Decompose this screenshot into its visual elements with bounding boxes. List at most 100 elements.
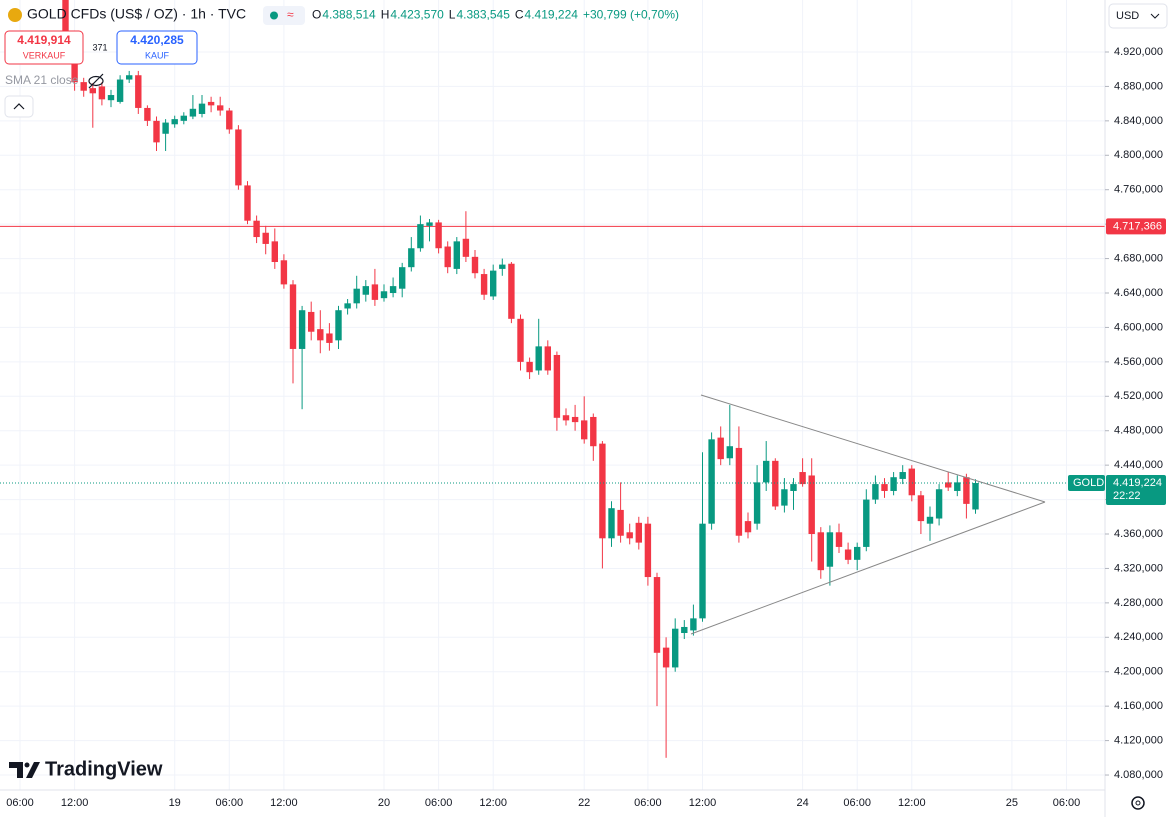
candle-body [289, 284, 297, 349]
candle-body [453, 241, 460, 269]
candle-body [863, 499, 870, 547]
y-tick-label: 4.760,000 [1114, 184, 1163, 196]
y-tick-label: 4.280,000 [1114, 597, 1163, 609]
y-tick-label: 4.080,000 [1114, 769, 1163, 781]
dropdown-icon [1150, 13, 1160, 19]
candle-body [180, 115, 187, 121]
candle-body [116, 79, 124, 102]
candle-body [735, 447, 743, 536]
market-status [270, 11, 278, 20]
candle-body [790, 484, 797, 491]
candle-body [280, 260, 288, 285]
candle-body [553, 354, 561, 418]
candle-body [699, 523, 706, 619]
candle-body [471, 256, 479, 274]
candle-body [963, 477, 970, 504]
candle-body [544, 346, 551, 371]
currency-selector[interactable] [1108, 3, 1168, 29]
price-label: 4.717,366 [1113, 220, 1162, 232]
sell-button[interactable] [4, 30, 84, 65]
candle-body [171, 119, 178, 125]
candle-body [326, 333, 333, 343]
grid [0, 0, 1105, 790]
y-tick-label: 4.840,000 [1114, 115, 1163, 127]
y-tick-label: 4.440,000 [1114, 459, 1163, 471]
candle-body [817, 532, 824, 571]
candle-body [690, 618, 697, 631]
candle-body [744, 521, 752, 533]
buy-button[interactable] [116, 30, 198, 65]
candle-body [826, 532, 834, 567]
visibility-toggle[interactable] [88, 73, 104, 89]
ohlc-legend: O 4.388,514 H 4.423,570 L 4.383,545 C 4.419,224… [312, 8, 679, 22]
buy-price: 4.420,285 [130, 33, 184, 47]
candle-body [89, 88, 96, 94]
candle-body [672, 628, 679, 668]
x-tick-label: 06:00 [216, 797, 244, 809]
candle-body [189, 108, 197, 117]
candle-body [562, 415, 570, 421]
trend-line [690, 501, 1046, 635]
candle-body [426, 222, 433, 226]
y-tick-label: 4.240,000 [1114, 631, 1163, 643]
y-tick-label: 4.520,000 [1114, 390, 1163, 402]
candle-body [444, 246, 451, 268]
legend-value: 4.383,545 [456, 8, 510, 22]
x-tick-label: 25 [1006, 797, 1018, 809]
candle-body [389, 286, 397, 294]
candle-body [317, 329, 324, 341]
x-tick-label: 12:00 [898, 797, 926, 809]
collapse-button[interactable] [4, 95, 34, 118]
watermark: TradingView [9, 758, 163, 780]
y-tick-label: 4.560,000 [1114, 356, 1163, 368]
x-tick-label: 12:00 [270, 797, 298, 809]
spread: 371 [92, 42, 107, 52]
candle-body [954, 482, 961, 491]
x-tick-label: 06:00 [634, 797, 662, 809]
legend-value: 4.388,514 [322, 8, 376, 22]
candle-body [135, 75, 142, 108]
candle-body [308, 311, 315, 332]
candle-body [490, 270, 497, 297]
y-tick-label: 4.200,000 [1114, 666, 1163, 678]
candle-body [590, 416, 597, 447]
x-tick-label: 06:00 [6, 797, 34, 809]
candle-body [499, 264, 506, 269]
candle-body [462, 238, 470, 257]
candle-body [162, 122, 169, 134]
candle-body [144, 107, 151, 121]
candle-body [626, 532, 633, 539]
x-tick-label: 06:00 [425, 797, 453, 809]
candle-body [335, 310, 342, 341]
candle-body [217, 105, 224, 111]
settings-button[interactable] [1131, 796, 1145, 810]
candle-body [80, 82, 87, 91]
candle-body [362, 286, 369, 295]
candle-body [417, 224, 424, 249]
candle-body [344, 303, 351, 309]
y-tick-label: 4.800,000 [1114, 149, 1163, 161]
buy-label: KAUF [145, 50, 170, 60]
candle-body [717, 437, 724, 460]
legend-key: L [449, 8, 456, 22]
status-toggle[interactable] [263, 6, 305, 25]
candle-body [517, 318, 524, 362]
candle-body [98, 86, 106, 100]
collapse-icon [13, 103, 25, 110]
candle-body [799, 472, 806, 485]
candle-body [535, 346, 542, 371]
candle-body [772, 460, 779, 507]
candle-body [207, 101, 215, 106]
x-tick-label: 20 [378, 797, 390, 809]
candle-body [653, 577, 661, 653]
candle-body [271, 241, 278, 263]
last-price-label: 4.419,224 [1113, 477, 1162, 489]
last-price-box [1106, 475, 1166, 506]
candle-body [353, 288, 360, 304]
candle-body [781, 489, 788, 506]
candle-body [945, 482, 952, 488]
candle-body [872, 484, 879, 500]
candle-body [526, 361, 533, 373]
y-tick-label: 4.880,000 [1114, 80, 1163, 92]
